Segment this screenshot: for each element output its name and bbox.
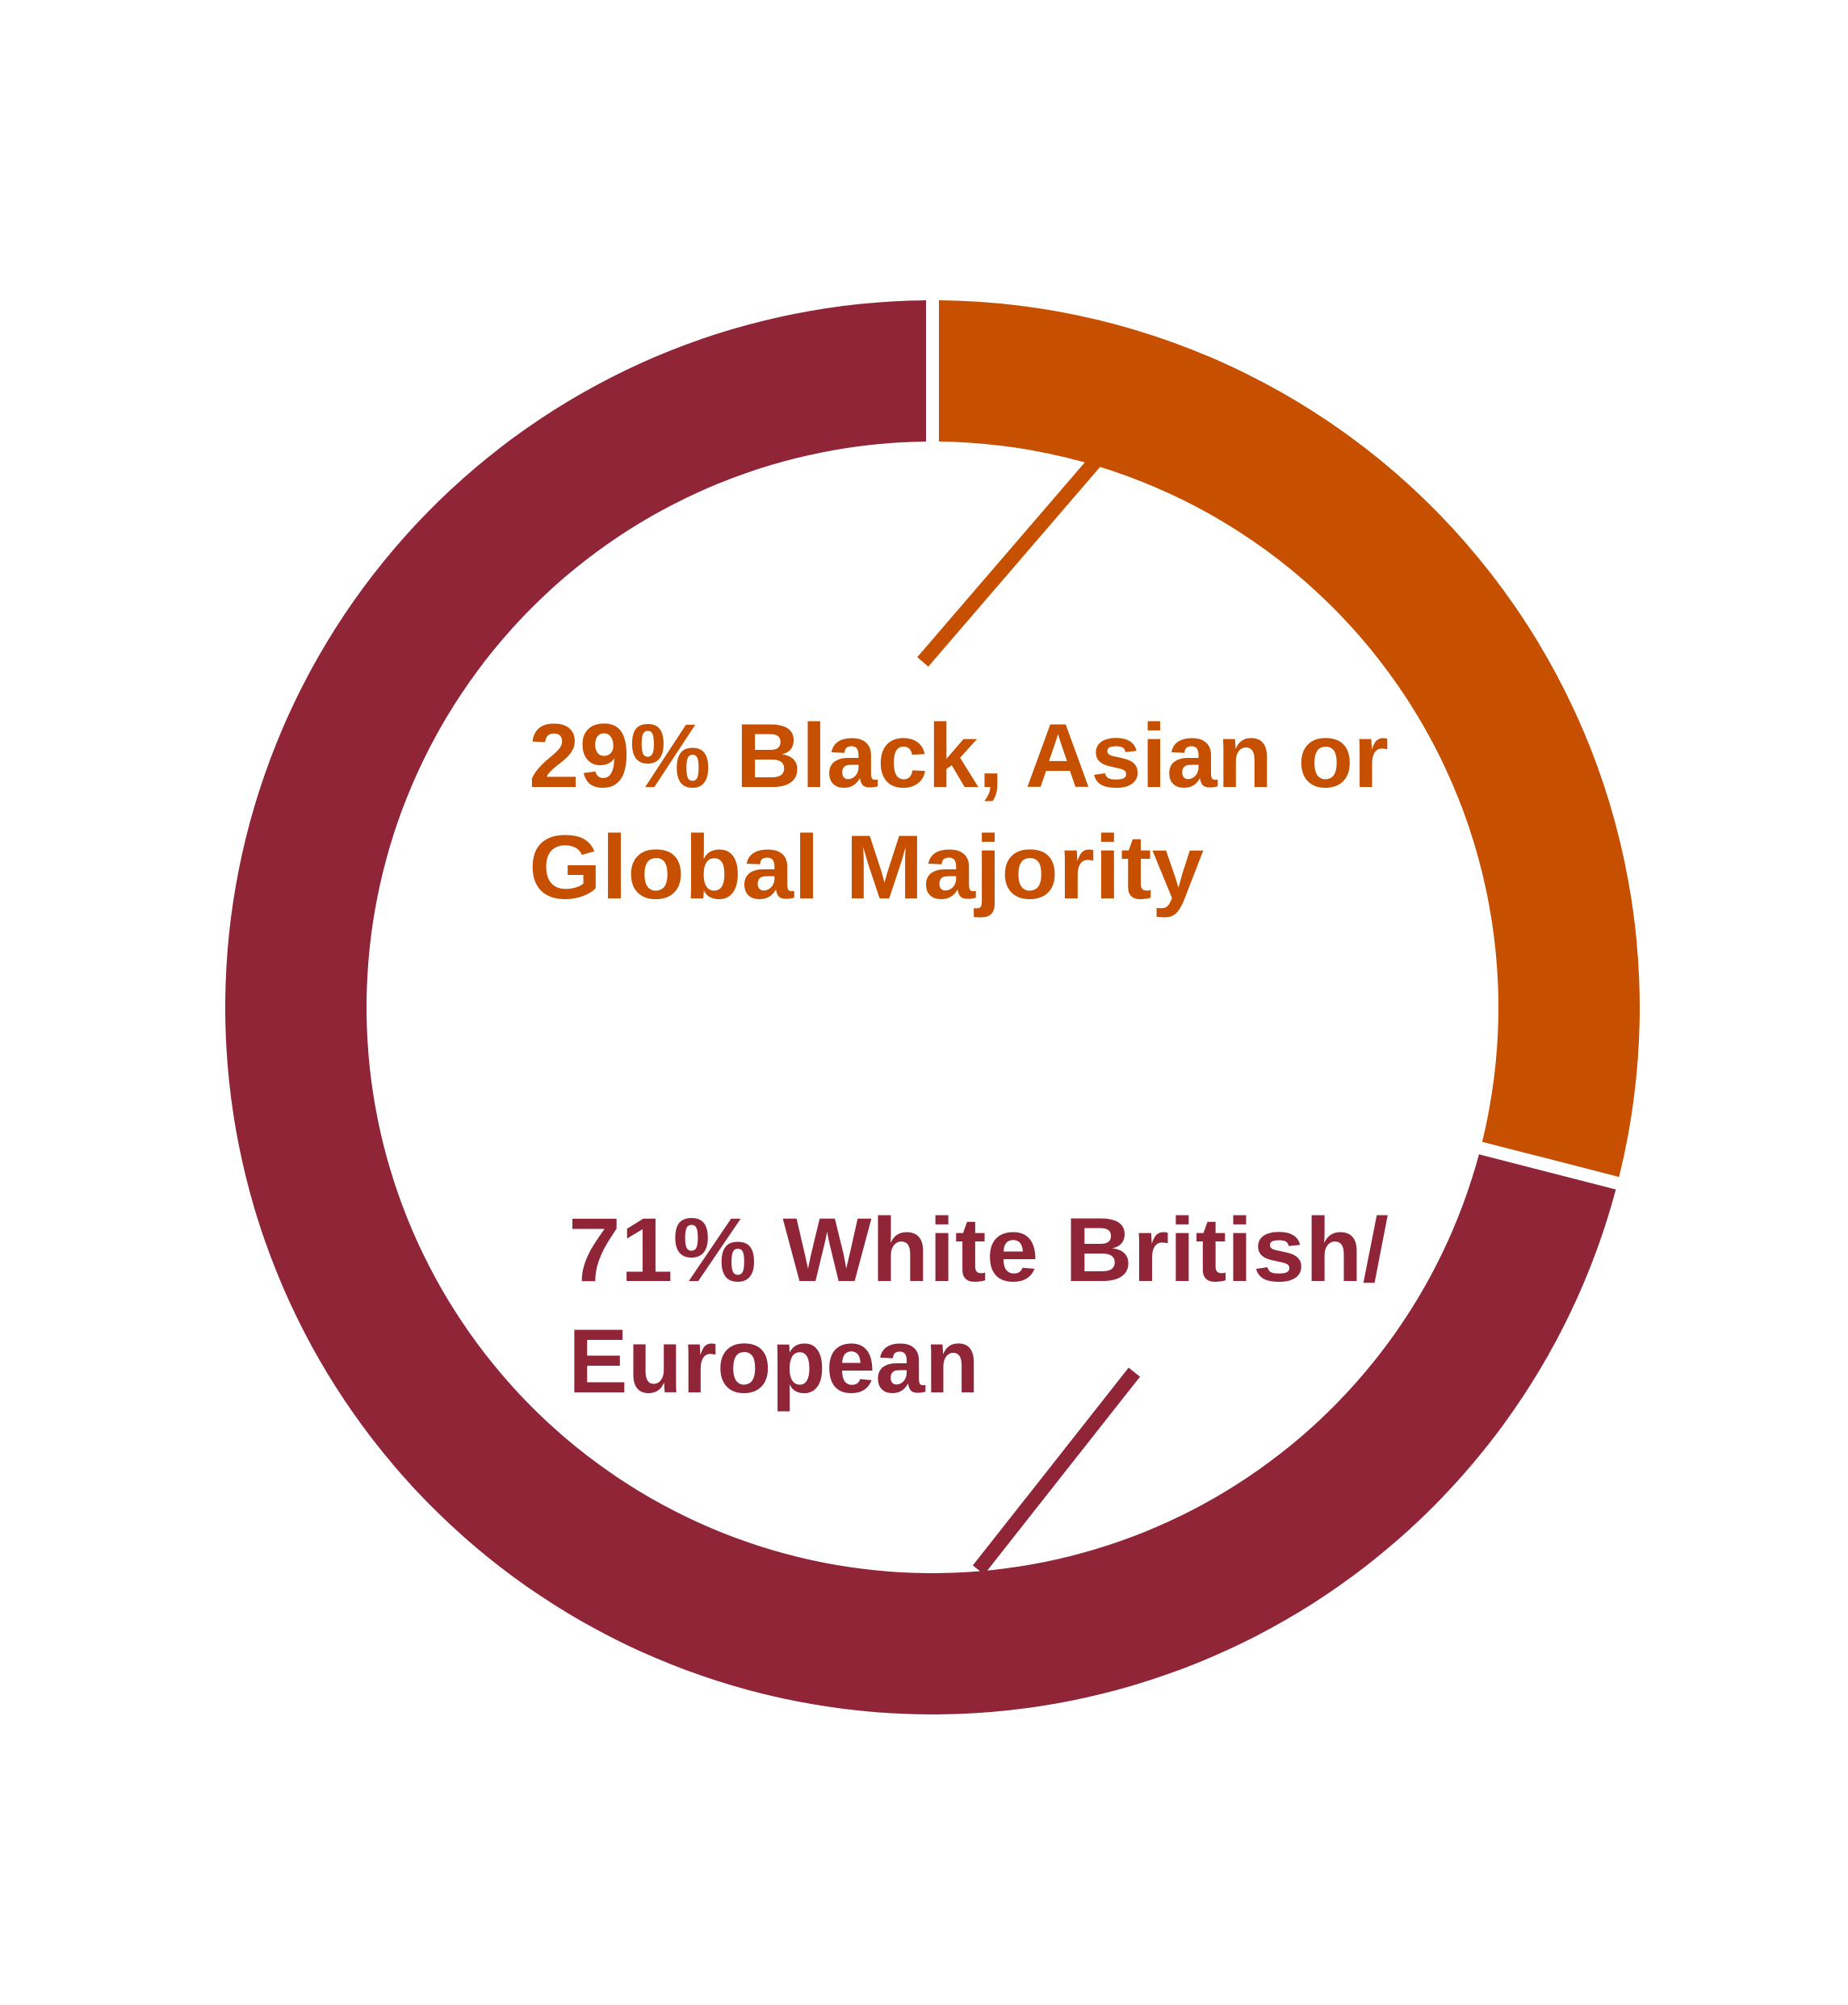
label-global-majority-line2: Global Majority	[529, 817, 1204, 918]
donut-slice-0	[938, 300, 1641, 1178]
label-global-majority-line1: 29% Black, Asian or	[529, 705, 1389, 806]
leader-line-white-british	[972, 1367, 1141, 1575]
leader-line-global-majority	[917, 455, 1102, 667]
label-white-british-line2: European	[568, 1311, 979, 1412]
label-white-british-line1: 71% White British/	[568, 1199, 1389, 1300]
